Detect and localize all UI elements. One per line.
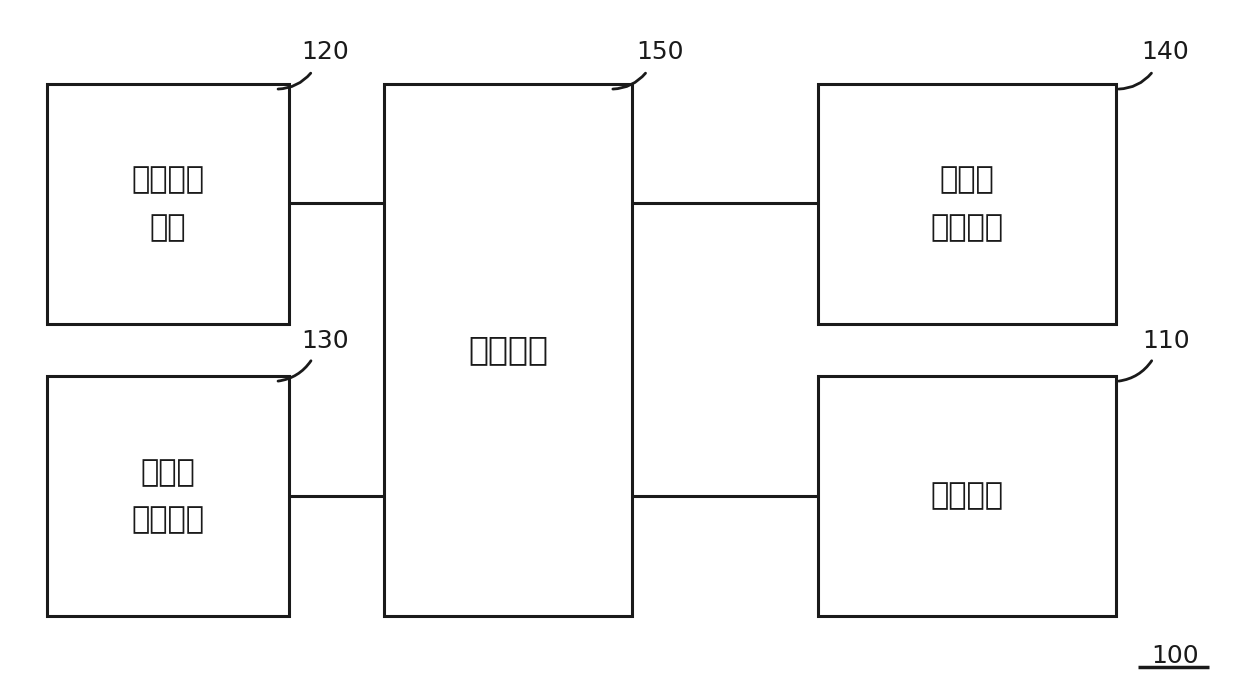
Text: 140: 140 bbox=[1142, 40, 1189, 64]
Text: 110: 110 bbox=[1142, 329, 1189, 353]
Bar bbox=[818, 84, 1116, 324]
Text: 130: 130 bbox=[301, 329, 348, 353]
Bar bbox=[47, 376, 289, 616]
Bar bbox=[818, 376, 1116, 616]
Text: 目标物
处理装置: 目标物 处理装置 bbox=[131, 458, 205, 534]
Bar bbox=[384, 84, 632, 616]
Text: 150: 150 bbox=[636, 40, 683, 64]
Text: 控制模块: 控制模块 bbox=[469, 333, 548, 366]
Text: 影像摄取
装置: 影像摄取 装置 bbox=[131, 166, 205, 242]
Bar bbox=[47, 84, 289, 324]
Text: 120: 120 bbox=[301, 40, 348, 64]
Text: 行进装置: 行进装置 bbox=[931, 482, 1003, 510]
Text: 100: 100 bbox=[1152, 644, 1199, 667]
Text: 超声波
感测装置: 超声波 感测装置 bbox=[931, 166, 1003, 242]
